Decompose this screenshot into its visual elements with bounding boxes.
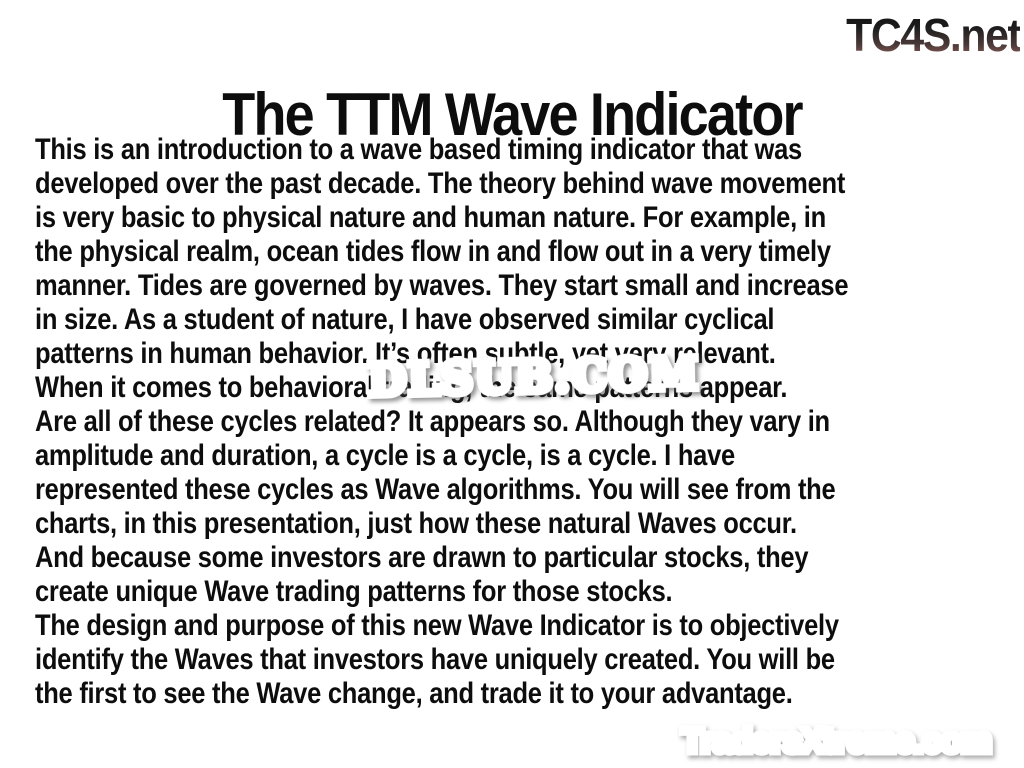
- slide-title: The TTM Wave Indicator: [222, 81, 803, 149]
- watermark-tradersxtreme-text: TradersXtreme.com: [681, 721, 993, 761]
- body-line: When it comes to behavioral trading, the…: [35, 371, 788, 404]
- watermark-tradersxtreme-outline: TradersXtreme.com: [679, 719, 996, 764]
- watermark-tc4s: TC4S.net: [845, 8, 1022, 62]
- body-line: the first to see the Wave change, and tr…: [35, 677, 793, 710]
- body-line: And because some investors are drawn to …: [35, 541, 809, 574]
- body-line: the physical realm, ocean tides flow in …: [35, 235, 831, 268]
- body-line: developed over the past decade. The theo…: [35, 167, 846, 200]
- body-line: is very basic to physical nature and hum…: [35, 201, 826, 234]
- body-line: This is an introduction to a wave based …: [35, 133, 802, 166]
- body-line: charts, in this presentation, just how t…: [35, 507, 797, 540]
- body-line: manner. Tides are governed by waves. The…: [35, 269, 849, 302]
- watermark-tradersxtreme: TradersXtreme.com TradersXtreme.com: [679, 719, 996, 764]
- body-line: amplitude and duration, a cycle is a cyc…: [35, 439, 735, 472]
- body-line: identify the Waves that investors have u…: [35, 643, 835, 676]
- slide-body: This is an introduction to a wave based …: [35, 133, 1005, 711]
- body-line: The design and purpose of this new Wave …: [35, 609, 839, 642]
- body-line: Are all of these cycles related? It appe…: [35, 405, 830, 438]
- watermark-tc4s-text: TC4S.net: [845, 9, 1022, 61]
- body-line: patterns in human behavior. It’s often s…: [35, 337, 776, 370]
- body-line: create unique Wave trading patterns for …: [35, 575, 673, 608]
- body-line: in size. As a student of nature, I have …: [35, 303, 775, 336]
- body-line: represented these cycles as Wave algorit…: [35, 473, 836, 506]
